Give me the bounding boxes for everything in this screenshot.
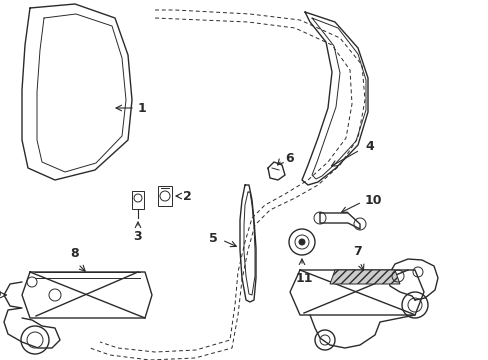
Circle shape [298,239,305,245]
Text: 10: 10 [364,194,382,207]
Bar [132,191,143,209]
Text: 7: 7 [353,245,362,258]
Bar [158,186,172,206]
Text: 11: 11 [295,272,312,285]
Text: 4: 4 [364,140,373,153]
Text: 9: 9 [0,288,1,302]
Text: 6: 6 [285,152,293,165]
Polygon shape [329,270,399,284]
Text: 8: 8 [71,247,79,260]
Text: 2: 2 [183,189,191,202]
Text: 3: 3 [133,230,142,243]
Text: 1: 1 [138,102,146,114]
Text: 5: 5 [209,231,218,244]
